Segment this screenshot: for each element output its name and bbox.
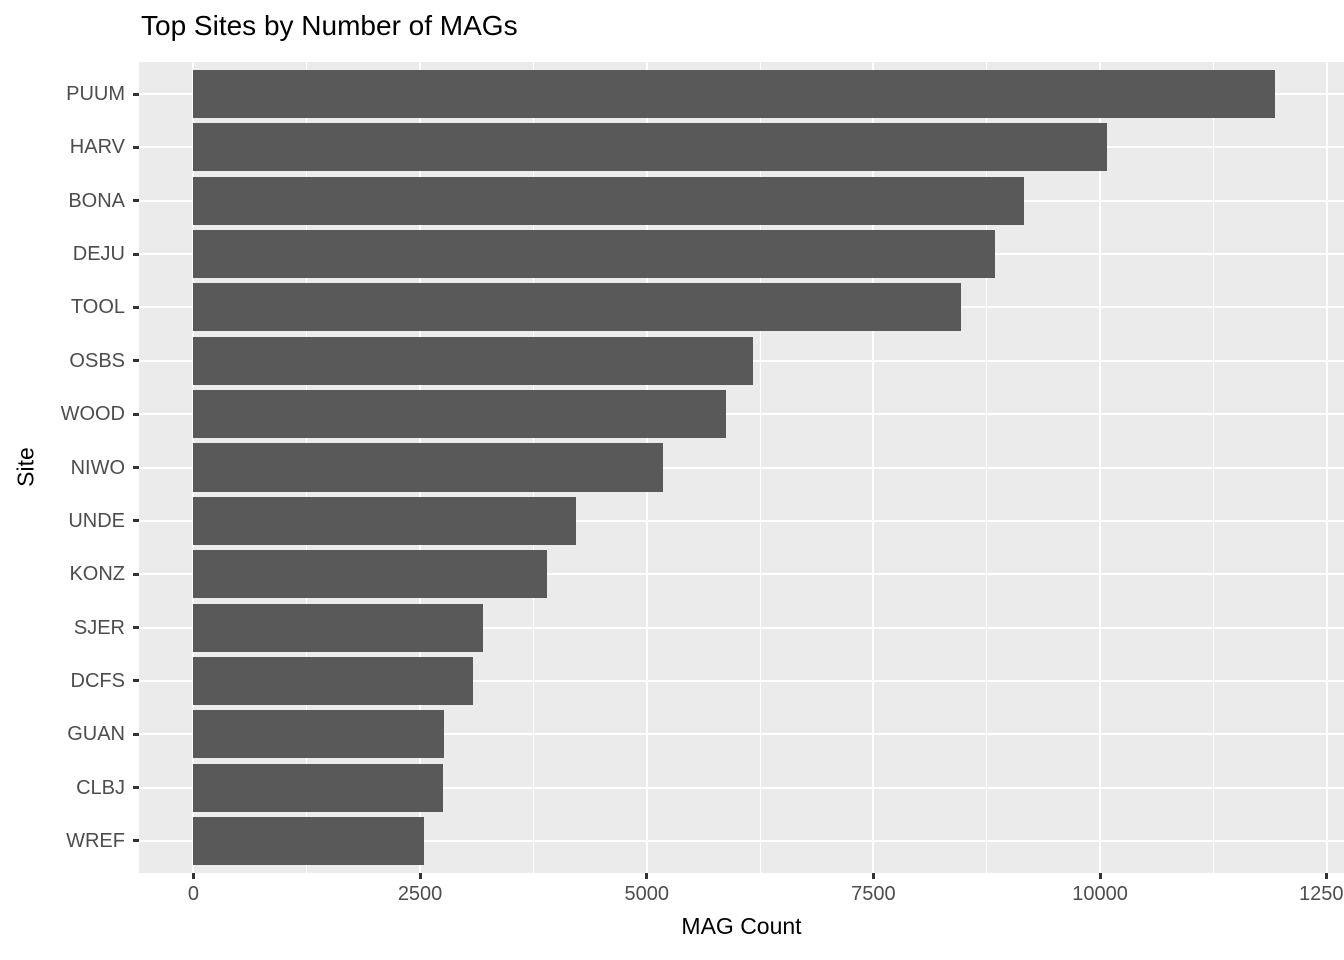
x-tick-mark-7500 xyxy=(871,873,875,879)
x-tick-label-10000: 10000 xyxy=(1072,883,1128,905)
y-tick-label-BONA: BONA xyxy=(68,189,125,212)
bar-SJER xyxy=(193,603,483,652)
y-tick-label-PUUM: PUUM xyxy=(66,83,125,105)
y-tick-label-OSBS: OSBS xyxy=(69,349,125,372)
bar-UNDE xyxy=(193,496,576,545)
y-tick-mark-WOOD xyxy=(133,412,139,416)
gridline-row-NIWO xyxy=(139,466,1344,469)
y-tick-label-WREF: WREF xyxy=(66,829,125,852)
x-tick-mark-12500 xyxy=(1325,873,1329,879)
y-tick-mark-GUAN xyxy=(133,732,139,736)
gridline-row-SJER xyxy=(139,626,1344,629)
y-tick-label-HARV: HARV xyxy=(69,136,125,159)
y-tick-label-NIWO: NIWO xyxy=(70,456,125,479)
y-tick-mark-TOOL xyxy=(133,305,139,309)
bar-GUAN xyxy=(193,710,445,759)
gridline-row-WREF xyxy=(139,839,1344,842)
bar-WREF xyxy=(193,816,424,865)
bar-KONZ xyxy=(193,550,548,599)
y-tick-mark-NIWO xyxy=(133,466,139,469)
x-tick-label-0: 0 xyxy=(187,883,199,905)
y-tick-mark-SJER xyxy=(133,626,139,630)
y-tick-label-DEJU: DEJU xyxy=(72,243,125,266)
y-tick-label-UNDE: UNDE xyxy=(68,509,125,532)
y-tick-label-CLBJ: CLBJ xyxy=(76,776,125,799)
x-tick-mark-5000 xyxy=(645,873,649,879)
y-tick-mark-BONA xyxy=(133,199,139,203)
plot-panel xyxy=(139,62,1344,873)
y-tick-label-SJER: SJER xyxy=(73,616,125,639)
y-tick-label-TOOL: TOOL xyxy=(70,296,125,319)
y-tick-label-KONZ: KONZ xyxy=(69,563,125,586)
bar-WOOD xyxy=(193,390,726,439)
bar-BONA xyxy=(193,176,1025,225)
y-tick-label-GUAN: GUAN xyxy=(67,723,125,746)
y-tick-mark-KONZ xyxy=(133,572,139,576)
y-tick-mark-DEJU xyxy=(133,252,139,256)
bar-HARV xyxy=(193,123,1107,172)
chart-title: Top Sites by Number of MAGs xyxy=(141,10,518,41)
bar-OSBS xyxy=(193,336,753,385)
y-tick-label-WOOD: WOOD xyxy=(60,403,125,426)
y-tick-mark-OSBS xyxy=(133,359,139,363)
gridline-row-WOOD xyxy=(139,413,1344,416)
gridline-row-UNDE xyxy=(139,519,1344,522)
bar-PUUM xyxy=(193,70,1276,119)
x-tick-label-7500: 7500 xyxy=(851,883,896,905)
y-tick-mark-PUUM xyxy=(133,92,139,96)
bar-NIWO xyxy=(193,443,664,492)
y-tick-mark-WREF xyxy=(133,839,139,843)
x-tick-mark-10000 xyxy=(1098,873,1102,879)
bar-DEJU xyxy=(193,230,996,279)
y-tick-mark-DCFS xyxy=(133,679,139,683)
bar-CLBJ xyxy=(193,763,444,812)
gridline-row-DCFS xyxy=(139,679,1344,682)
y-tick-mark-HARV xyxy=(133,145,139,149)
gridline-row-KONZ xyxy=(139,573,1344,576)
y-tick-mark-CLBJ xyxy=(133,786,139,790)
x-tick-label-12500: 12500 xyxy=(1298,883,1344,905)
x-axis-title: MAG Count xyxy=(681,913,802,939)
y-tick-mark-UNDE xyxy=(133,519,139,523)
gridline-row-GUAN xyxy=(139,733,1344,736)
bar-DCFS xyxy=(193,656,473,705)
x-tick-label-5000: 5000 xyxy=(624,883,670,905)
bar-TOOL xyxy=(193,283,962,332)
x-tick-label-2500: 2500 xyxy=(397,883,443,905)
y-tick-label-DCFS: DCFS xyxy=(70,669,125,692)
gridline-row-CLBJ xyxy=(139,786,1344,789)
x-tick-mark-0 xyxy=(191,873,195,879)
x-tick-mark-2500 xyxy=(418,873,422,879)
